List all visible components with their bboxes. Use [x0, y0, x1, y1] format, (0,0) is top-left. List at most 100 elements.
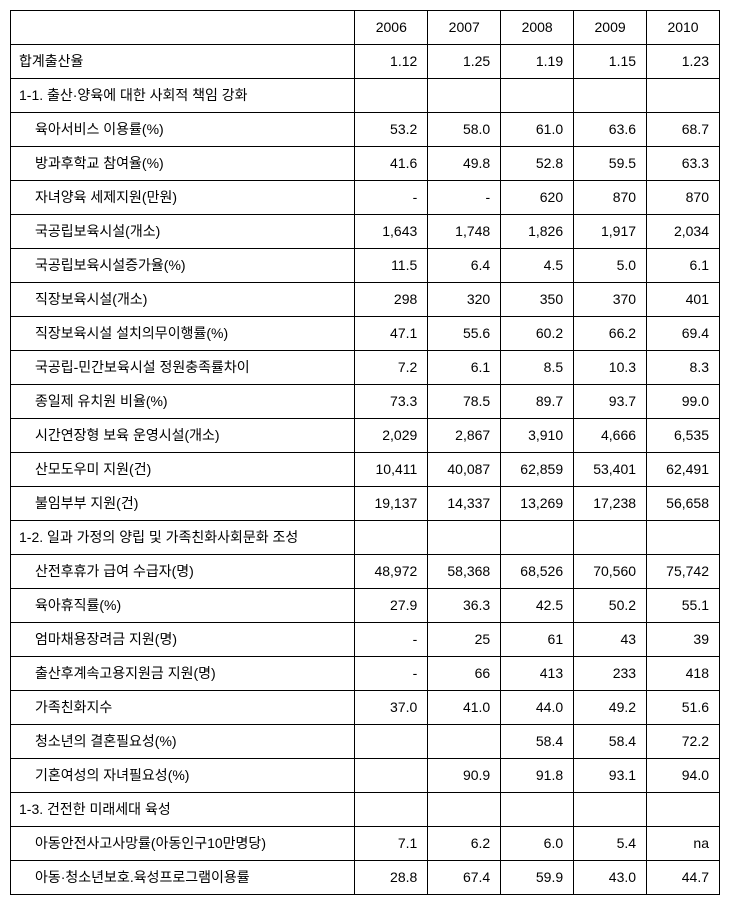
cell-value: 78.5 [428, 385, 501, 419]
header-year-3: 2009 [574, 11, 647, 45]
cell-value: 233 [574, 657, 647, 691]
cell-value: 66 [428, 657, 501, 691]
cell-value: 58.4 [501, 725, 574, 759]
row-label: 종일제 유치원 비율(%) [11, 385, 355, 419]
cell-value [647, 521, 720, 555]
cell-value [355, 759, 428, 793]
table-row: 방과후학교 참여율(%)41.649.852.859.563.3 [11, 147, 720, 181]
cell-value: 89.7 [501, 385, 574, 419]
cell-value: 870 [574, 181, 647, 215]
table-row: 시간연장형 보육 운영시설(개소)2,0292,8673,9104,6666,5… [11, 419, 720, 453]
cell-value [428, 79, 501, 113]
cell-value: 25 [428, 623, 501, 657]
cell-value: 93.7 [574, 385, 647, 419]
cell-value [574, 521, 647, 555]
row-label: 국공립-민간보육시설 정원충족률차이 [11, 351, 355, 385]
cell-value: 298 [355, 283, 428, 317]
cell-value: 8.5 [501, 351, 574, 385]
cell-value: 6.4 [428, 249, 501, 283]
cell-value: 93.1 [574, 759, 647, 793]
cell-value: 418 [647, 657, 720, 691]
cell-value: 67.4 [428, 861, 501, 895]
cell-value: 7.2 [355, 351, 428, 385]
cell-value: 10.3 [574, 351, 647, 385]
cell-value: 55.1 [647, 589, 720, 623]
cell-value [355, 521, 428, 555]
cell-value: 10,411 [355, 453, 428, 487]
cell-value: 66.2 [574, 317, 647, 351]
cell-value: 13,269 [501, 487, 574, 521]
cell-value: 40,087 [428, 453, 501, 487]
row-label: 직장보육시설(개소) [11, 283, 355, 317]
cell-value: 11.5 [355, 249, 428, 283]
cell-value: 41.0 [428, 691, 501, 725]
row-label: 산전후휴가 급여 수급자(명) [11, 555, 355, 589]
row-label: 1-2. 일과 가정의 양립 및 가족친화사회문화 조성 [11, 521, 355, 555]
cell-value: 60.2 [501, 317, 574, 351]
cell-value: 73.3 [355, 385, 428, 419]
cell-value: 4,666 [574, 419, 647, 453]
cell-value: - [355, 623, 428, 657]
table-row: 산모도우미 지원(건)10,41140,08762,85953,40162,49… [11, 453, 720, 487]
cell-value: 52.8 [501, 147, 574, 181]
row-label: 시간연장형 보육 운영시설(개소) [11, 419, 355, 453]
cell-value: - [355, 181, 428, 215]
row-label: 1-1. 출산·양육에 대한 사회적 책임 강화 [11, 79, 355, 113]
cell-value: 6.0 [501, 827, 574, 861]
cell-value: 27.9 [355, 589, 428, 623]
table-row: 국공립보육시설증가율(%)11.56.44.55.06.1 [11, 249, 720, 283]
header-year-1: 2007 [428, 11, 501, 45]
cell-value: 1,643 [355, 215, 428, 249]
cell-value [501, 793, 574, 827]
row-label: 청소년의 결혼필요성(%) [11, 725, 355, 759]
cell-value: 44.0 [501, 691, 574, 725]
table-row: 종일제 유치원 비율(%)73.378.589.793.799.0 [11, 385, 720, 419]
cell-value: 63.3 [647, 147, 720, 181]
row-label: 산모도우미 지원(건) [11, 453, 355, 487]
cell-value: - [355, 657, 428, 691]
cell-value [574, 793, 647, 827]
cell-value: 70,560 [574, 555, 647, 589]
header-year-2: 2008 [501, 11, 574, 45]
cell-value: 1.12 [355, 45, 428, 79]
cell-value: 90.9 [428, 759, 501, 793]
table-body: 합계출산율1.121.251.191.151.231-1. 출산·양육에 대한 … [11, 45, 720, 895]
cell-value [428, 793, 501, 827]
cell-value: 8.3 [647, 351, 720, 385]
table-row: 아동·청소년보호.육성프로그램이용률28.867.459.943.044.7 [11, 861, 720, 895]
table-row: 산전후휴가 급여 수급자(명)48,97258,36868,52670,5607… [11, 555, 720, 589]
table-row: 직장보육시설 설치의무이행률(%)47.155.660.266.269.4 [11, 317, 720, 351]
data-table: 2006 2007 2008 2009 2010 합계출산율1.121.251.… [10, 10, 720, 895]
cell-value: 41.6 [355, 147, 428, 181]
cell-value: 1,748 [428, 215, 501, 249]
cell-value [355, 725, 428, 759]
cell-value: 49.2 [574, 691, 647, 725]
table-row: 불임부부 지원(건)19,13714,33713,26917,23856,658 [11, 487, 720, 521]
table-row: 1-3. 건전한 미래세대 육성 [11, 793, 720, 827]
cell-value [355, 793, 428, 827]
cell-value [501, 79, 574, 113]
cell-value: 320 [428, 283, 501, 317]
cell-value: 6.2 [428, 827, 501, 861]
cell-value: 62,859 [501, 453, 574, 487]
cell-value: 2,029 [355, 419, 428, 453]
cell-value: 1.15 [574, 45, 647, 79]
table-row: 국공립보육시설(개소)1,6431,7481,8261,9172,034 [11, 215, 720, 249]
cell-value: 1.23 [647, 45, 720, 79]
cell-value: 94.0 [647, 759, 720, 793]
cell-value: 59.9 [501, 861, 574, 895]
cell-value: 6.1 [428, 351, 501, 385]
row-label: 기혼여성의 자녀필요성(%) [11, 759, 355, 793]
cell-value: 37.0 [355, 691, 428, 725]
table-row: 육아휴직률(%)27.936.342.550.255.1 [11, 589, 720, 623]
cell-value: 58.4 [574, 725, 647, 759]
row-label: 방과후학교 참여율(%) [11, 147, 355, 181]
cell-value: 43.0 [574, 861, 647, 895]
cell-value: 28.8 [355, 861, 428, 895]
cell-value: 17,238 [574, 487, 647, 521]
cell-value: 5.4 [574, 827, 647, 861]
row-label: 합계출산율 [11, 45, 355, 79]
cell-value: 14,337 [428, 487, 501, 521]
cell-value: 58.0 [428, 113, 501, 147]
cell-value: 413 [501, 657, 574, 691]
